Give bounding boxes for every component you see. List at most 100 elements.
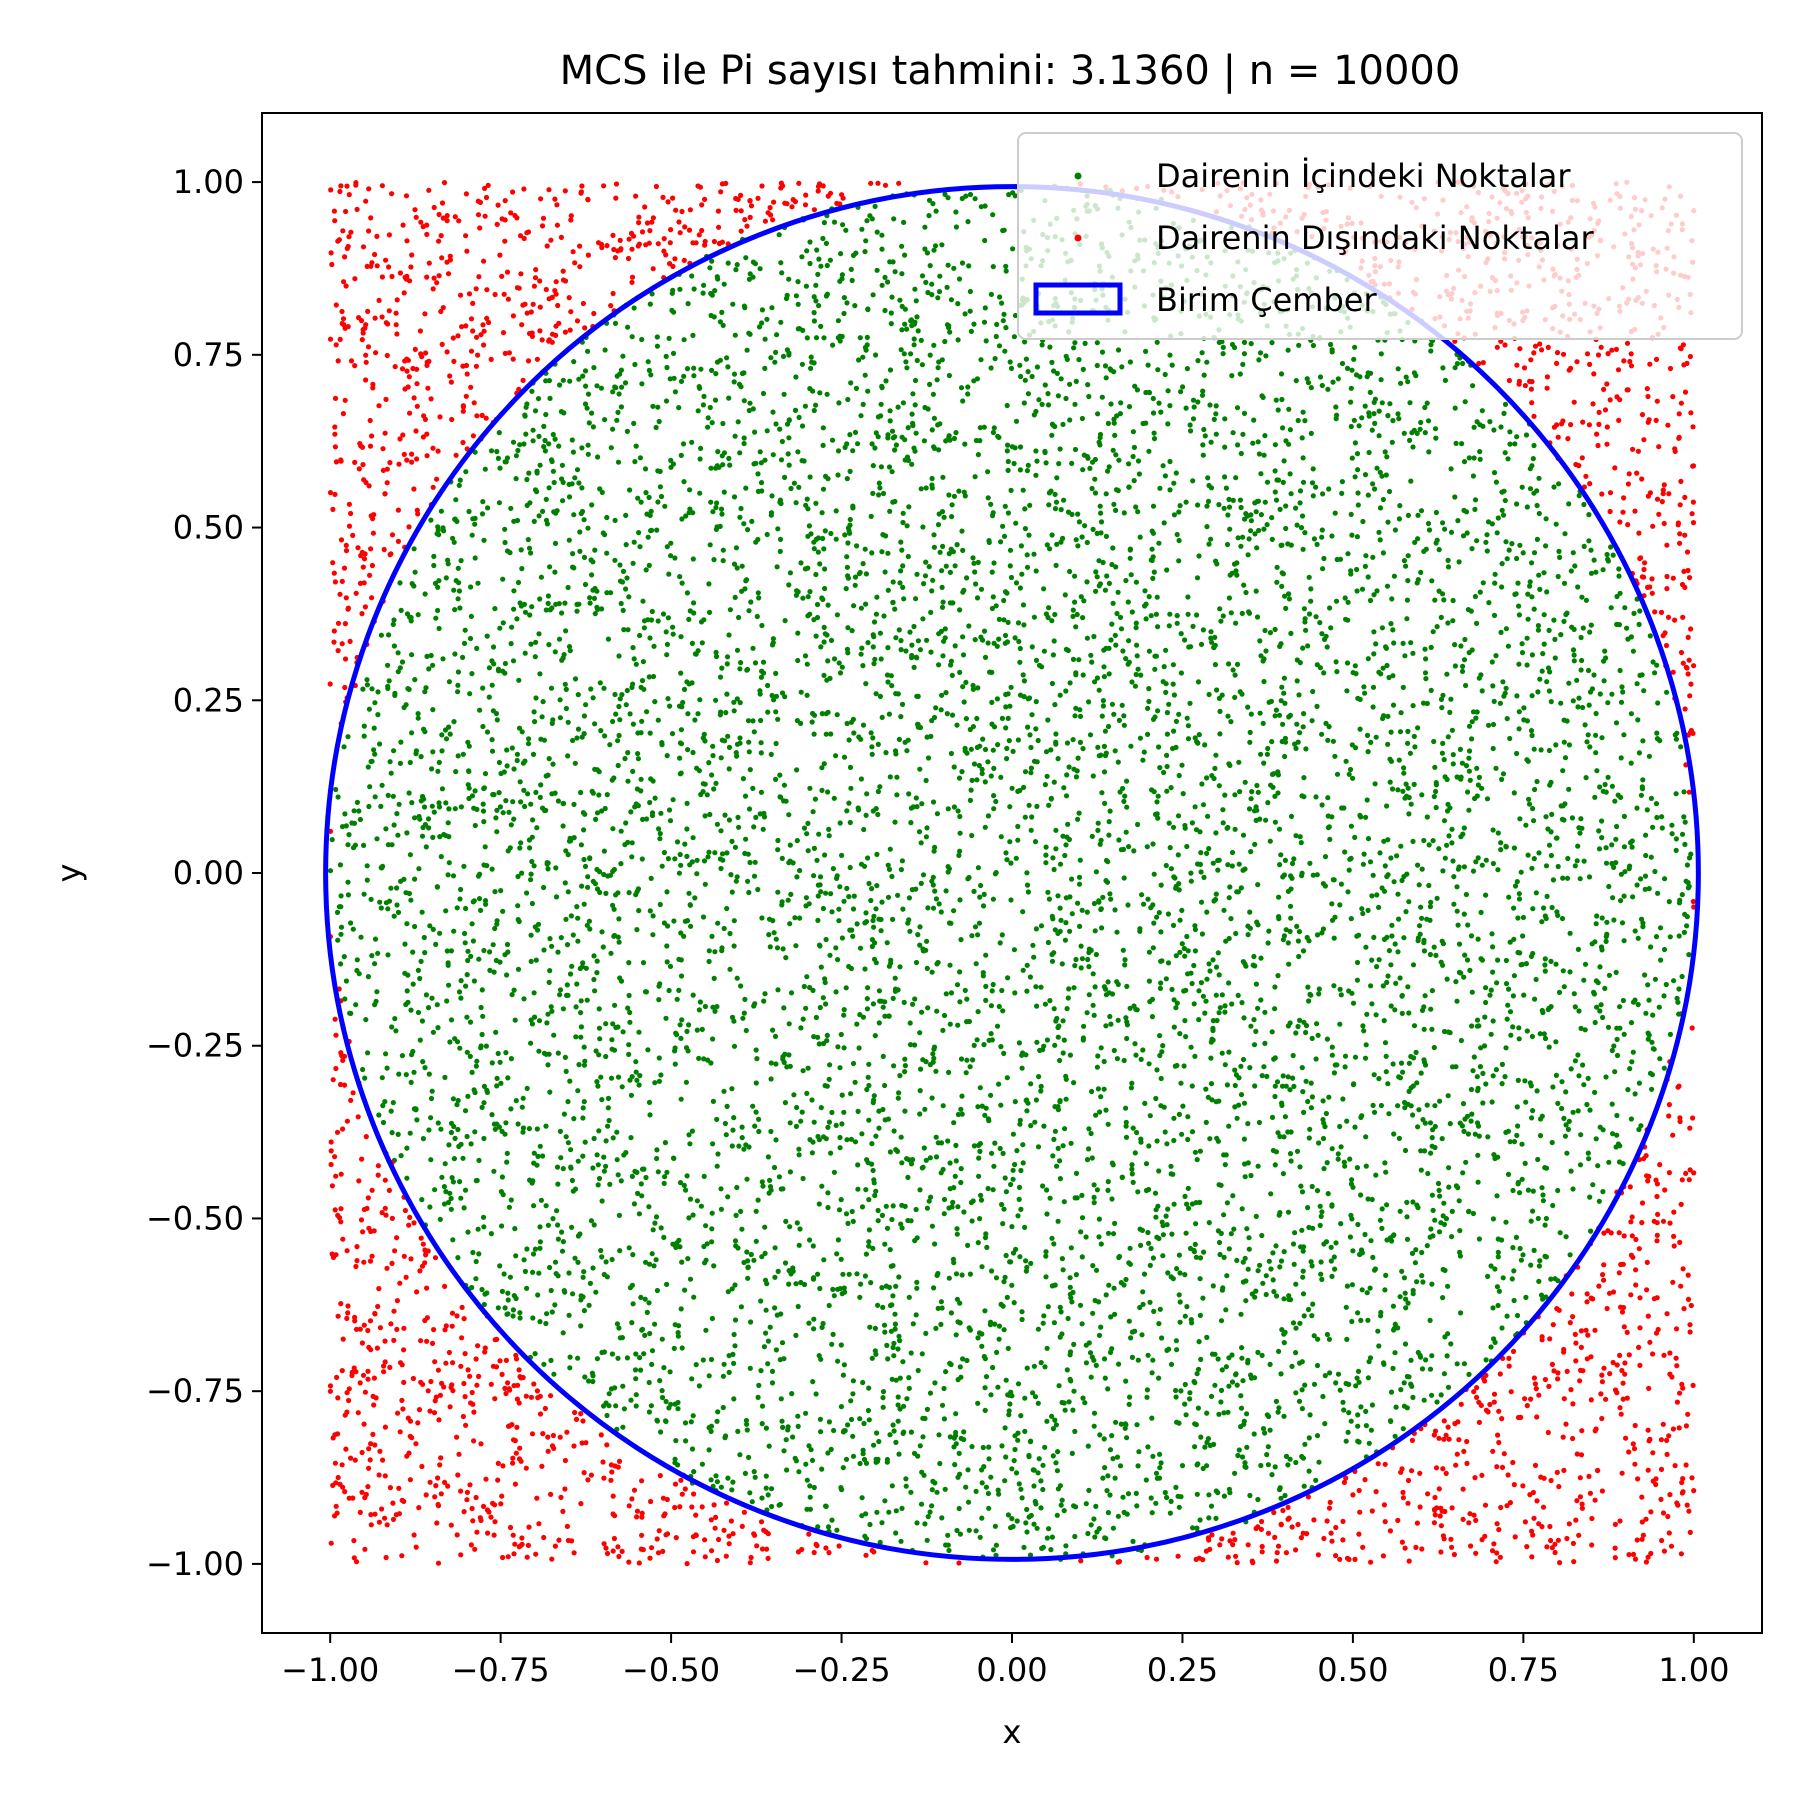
point-inside — [552, 1302, 558, 1308]
point-inside — [881, 1322, 888, 1328]
point-inside — [391, 748, 397, 754]
point-inside — [931, 1285, 937, 1291]
point-inside — [756, 1116, 762, 1122]
point-inside — [1071, 1341, 1077, 1347]
point-outside — [1245, 1542, 1251, 1548]
point-inside — [530, 817, 536, 823]
point-inside — [1491, 698, 1497, 705]
point-outside — [539, 1463, 545, 1469]
point-inside — [929, 475, 935, 482]
point-inside — [1400, 684, 1406, 691]
point-inside — [422, 689, 428, 695]
point-inside — [1028, 827, 1034, 833]
point-inside — [1277, 1264, 1283, 1270]
point-inside — [1490, 683, 1496, 689]
point-inside — [1254, 545, 1260, 551]
point-inside — [941, 514, 947, 520]
point-inside — [1177, 1031, 1183, 1037]
point-inside — [686, 1132, 692, 1138]
point-inside — [959, 1272, 965, 1278]
point-inside — [781, 782, 788, 788]
point-inside — [1427, 1120, 1434, 1126]
point-inside — [889, 683, 895, 689]
point-inside — [1236, 861, 1242, 867]
point-inside — [967, 288, 974, 295]
point-outside — [676, 219, 682, 225]
point-inside — [1150, 1357, 1156, 1363]
point-inside — [955, 1022, 961, 1028]
point-inside — [1009, 1466, 1015, 1472]
point-inside — [926, 197, 933, 203]
point-inside — [1292, 1230, 1298, 1236]
point-outside — [1588, 1295, 1594, 1301]
point-inside — [811, 1316, 817, 1322]
point-inside — [1319, 731, 1325, 737]
point-outside — [478, 1517, 484, 1523]
point-inside — [1103, 1535, 1109, 1542]
point-inside — [582, 1139, 588, 1145]
point-inside — [1001, 1206, 1007, 1212]
point-inside — [833, 989, 839, 995]
point-inside — [1003, 263, 1009, 269]
point-inside — [481, 1083, 487, 1089]
point-inside — [877, 693, 884, 700]
point-inside — [1414, 1202, 1420, 1208]
point-inside — [1561, 618, 1567, 625]
point-inside — [825, 1204, 831, 1211]
point-inside — [508, 1056, 514, 1062]
point-inside — [450, 1096, 456, 1102]
point-inside — [394, 902, 400, 908]
point-inside — [1654, 736, 1660, 742]
point-inside — [598, 728, 604, 734]
point-inside — [806, 1320, 812, 1326]
point-inside — [1095, 744, 1101, 750]
point-inside — [852, 303, 858, 309]
point-inside — [1318, 1259, 1324, 1265]
point-inside — [1389, 922, 1395, 928]
point-inside — [1018, 1486, 1024, 1492]
point-inside — [755, 471, 761, 477]
point-outside — [484, 1507, 491, 1513]
point-inside — [1657, 1056, 1663, 1062]
point-inside — [1235, 1452, 1241, 1459]
point-inside — [1010, 246, 1016, 252]
point-inside — [961, 1209, 967, 1215]
point-inside — [807, 984, 813, 991]
point-inside — [1281, 1340, 1287, 1346]
point-inside — [855, 1162, 861, 1168]
point-inside — [1562, 1133, 1568, 1139]
point-inside — [422, 950, 428, 956]
point-outside — [603, 1545, 609, 1551]
point-outside — [1554, 360, 1560, 366]
point-outside — [392, 1248, 398, 1254]
point-outside — [431, 275, 437, 281]
point-outside — [738, 208, 744, 214]
point-outside — [1529, 1554, 1535, 1560]
point-inside — [1492, 580, 1498, 586]
point-outside — [368, 1522, 374, 1528]
point-inside — [1194, 612, 1200, 618]
point-inside — [562, 600, 568, 606]
point-outside — [550, 1432, 557, 1439]
point-inside — [1252, 1294, 1258, 1300]
point-inside — [1150, 575, 1156, 582]
point-outside — [1599, 1379, 1605, 1385]
point-inside — [977, 1534, 983, 1540]
point-inside — [334, 909, 341, 916]
point-inside — [1110, 447, 1116, 453]
point-inside — [478, 1004, 484, 1011]
point-outside — [1678, 400, 1684, 406]
point-inside — [1110, 545, 1116, 551]
point-inside — [465, 1229, 471, 1235]
point-inside — [1079, 956, 1085, 962]
point-inside — [397, 580, 403, 586]
point-outside — [332, 218, 338, 224]
point-inside — [1323, 1110, 1329, 1117]
point-inside — [929, 281, 935, 287]
point-inside — [515, 1121, 521, 1127]
point-outside — [359, 1340, 365, 1346]
point-inside — [1299, 1065, 1305, 1071]
point-inside — [746, 749, 752, 755]
point-inside — [1536, 1263, 1542, 1269]
point-inside — [1427, 1234, 1433, 1240]
